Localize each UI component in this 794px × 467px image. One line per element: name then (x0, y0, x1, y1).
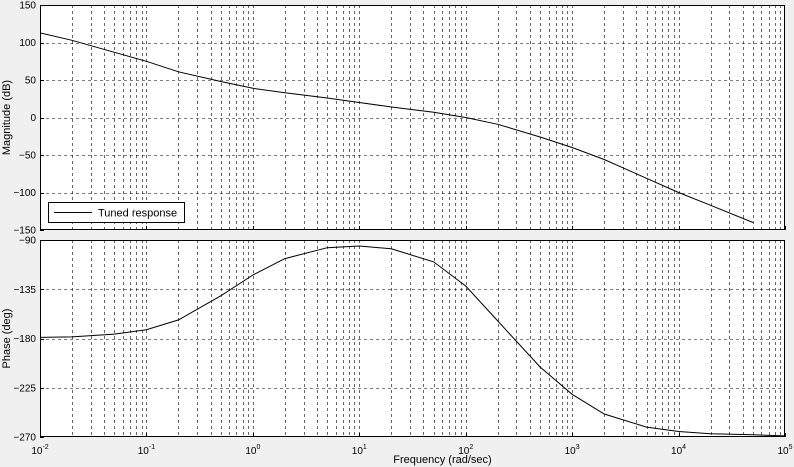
magnitude-y-axis-label: Magnitude (dB) (1, 80, 13, 155)
x-tick-label: 104 (671, 444, 686, 457)
x-tick-label: 103 (565, 444, 580, 457)
y-tick-label: 100 (19, 38, 36, 49)
x-axis-label: Frequency (rad/sec) (393, 454, 491, 466)
magnitude-series-line (40, 32, 754, 223)
y-tick-label: −150 (13, 226, 36, 237)
legend-entry-label: Tuned response (98, 208, 177, 220)
phase-y-ticks: −90 −135 −180 −225 −270 (13, 236, 44, 444)
x-tick-label: 102 (458, 444, 473, 457)
y-tick-label: −270 (13, 433, 36, 444)
x-tick-label: 105 (777, 444, 792, 457)
magnitude-axes-background (40, 5, 785, 230)
phase-axes-background (40, 240, 785, 437)
magnitude-y-ticks: 150 100 50 0 −50 −100 −150 (13, 1, 44, 237)
y-tick-label: −225 (13, 383, 36, 394)
phase-series-line (40, 245, 785, 437)
x-tick-label: 100 (245, 444, 260, 457)
y-tick-label: −50 (19, 151, 36, 162)
phase-plot: −90 −135 −180 −225 −270 Phase (deg) (1, 236, 785, 444)
y-tick-label: −90 (19, 236, 36, 247)
magnitude-axes-frame (40, 5, 785, 230)
legend-box (48, 202, 185, 223)
phase-axes-frame (40, 240, 785, 437)
y-tick-label: 0 (30, 113, 36, 124)
x-tick-label: 101 (352, 444, 367, 457)
y-tick-label: −135 (13, 285, 36, 296)
y-tick-label: −180 (13, 334, 36, 345)
x-tick-label: 10-2 (31, 444, 48, 457)
magnitude-plot: 150 100 50 0 −50 −100 −150 Magnitude (dB) Tune… (1, 1, 785, 237)
x-tick-label: 10-1 (138, 444, 155, 457)
legend: Tuned response (48, 202, 185, 223)
y-tick-label: 150 (19, 1, 36, 12)
x-ticks: 10-2 10-1 100 101 102 103 104 105 (31, 226, 793, 457)
y-tick-label: −100 (13, 188, 36, 199)
phase-grid (40, 240, 785, 437)
y-tick-label: 50 (25, 76, 37, 87)
phase-y-axis-label: Phase (deg) (1, 309, 13, 369)
